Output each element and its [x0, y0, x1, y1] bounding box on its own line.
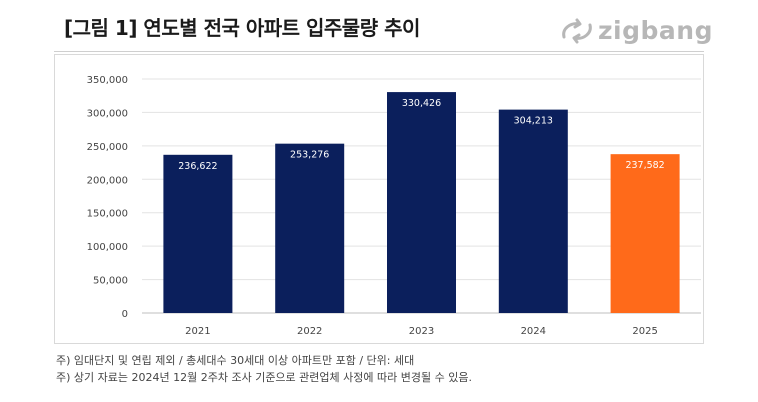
- y-tick-label: 250,000: [87, 142, 128, 153]
- bar-chart: 0 50,000 100,000 150,000 200,000 250,000 300,0…: [87, 75, 701, 337]
- y-tick-label: 100,000: [87, 242, 128, 253]
- title-divider: [54, 51, 704, 52]
- brand-logo: zigbang: [560, 17, 713, 45]
- x-tick-label: 2022: [297, 326, 322, 337]
- data-label: 330,426: [402, 98, 441, 109]
- y-tick-label: 150,000: [87, 209, 128, 220]
- footnote-scope: 주) 임대단지 및 연립 제외 / 총세대수 30세대 이상 아파트만 포함 /…: [56, 354, 415, 367]
- logo-wordmark: zigbang: [598, 16, 713, 45]
- footnotes: 주) 임대단지 및 연립 제외 / 총세대수 30세대 이상 아파트만 포함 /…: [56, 352, 472, 386]
- data-label: 253,276: [290, 150, 329, 161]
- zigbang-logo-icon: [562, 18, 592, 44]
- y-tick-label: 350,000: [87, 75, 128, 86]
- chart-frame: 0 50,000 100,000 150,000 200,000 250,000 300,0…: [54, 54, 704, 344]
- y-tick-label: 200,000: [87, 175, 128, 186]
- bar-2025: [610, 154, 680, 313]
- y-tick-label: 300,000: [87, 108, 128, 119]
- page-title: [그림 1] 연도별 전국 아파트 입주물량 추이: [64, 16, 420, 40]
- y-tick-label: 0: [122, 309, 128, 320]
- x-tick-label: 2021: [185, 326, 210, 337]
- x-tick-label: 2024: [521, 326, 546, 337]
- bar-2023: [387, 92, 456, 314]
- x-tick-label: 2023: [409, 326, 434, 337]
- bar-2024: [498, 109, 568, 313]
- data-label: 304,213: [514, 116, 553, 127]
- bar-2022: [275, 143, 345, 313]
- data-label: 236,622: [178, 161, 217, 172]
- data-label: 237,582: [625, 160, 664, 171]
- y-tick-label: 50,000: [93, 276, 128, 287]
- footnote-source-date: 주) 상기 자료는 2024년 12월 2주차 조사 기준으로 관련업체 사정에…: [56, 371, 472, 384]
- bar-2021: [163, 154, 233, 313]
- x-tick-label: 2025: [632, 326, 657, 337]
